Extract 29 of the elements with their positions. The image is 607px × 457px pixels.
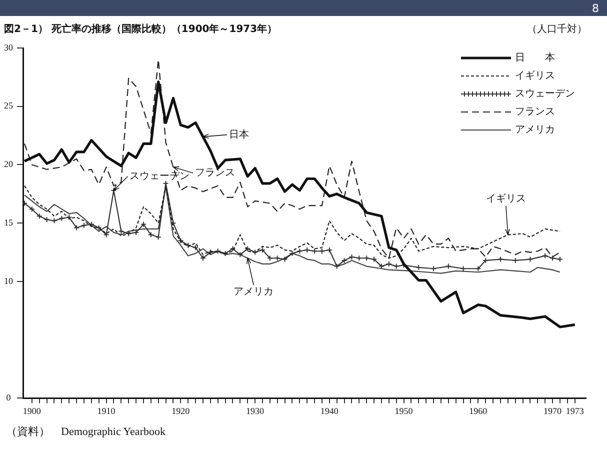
x-tick-label: 1973 bbox=[566, 406, 584, 416]
y-tick-label: 25 bbox=[4, 100, 14, 111]
y-tick-label: 30 bbox=[4, 42, 14, 52]
y-tick-label: 0 bbox=[6, 392, 12, 403]
legend-label: イギリス bbox=[515, 70, 555, 82]
text: （資料） Demographic Yearbook bbox=[6, 425, 166, 439]
annotation: スウェーデン bbox=[130, 171, 190, 182]
legend-label: スウェーデン bbox=[515, 88, 575, 100]
annotation: 日本 bbox=[228, 128, 249, 140]
y-tick-label: 10 bbox=[4, 276, 14, 286]
x-tick-label: 1950 bbox=[394, 406, 414, 416]
x-tick-label: 1910 bbox=[97, 406, 116, 416]
x-tick-label: 1920 bbox=[172, 406, 190, 416]
x-tick-label: 1930 bbox=[246, 406, 265, 416]
y-tick-label: 20 bbox=[4, 159, 14, 170]
legend-label: アメリカ bbox=[515, 124, 555, 136]
text: 8 bbox=[592, 2, 599, 15]
annotation: イギリス bbox=[486, 192, 526, 204]
annotation: フランス bbox=[195, 168, 236, 179]
legend-label: 日 本 bbox=[515, 52, 555, 64]
x-tick-label: 1970 bbox=[544, 406, 562, 416]
x-tick-label: 1940 bbox=[320, 406, 339, 416]
y-tick-label: 15 bbox=[4, 217, 14, 228]
chart-title: 図2－1） 死亡率の推移（国際比較）（1900年～1973年） bbox=[4, 22, 278, 36]
y-axis-title: （人口千対） bbox=[527, 22, 587, 36]
legend-label: フランス bbox=[515, 106, 555, 118]
annotation: アメリカ bbox=[234, 286, 274, 298]
x-tick-label: 1960 bbox=[469, 406, 488, 416]
x-tick-label: 1900 bbox=[22, 406, 42, 416]
